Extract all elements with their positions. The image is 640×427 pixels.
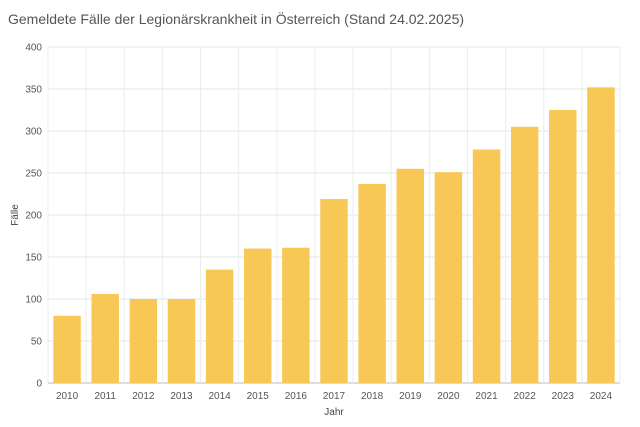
bar-2020 <box>434 172 463 383</box>
x-tick-label: 2012 <box>132 391 155 402</box>
bar-2016 <box>282 247 310 383</box>
x-tick-label: 2015 <box>247 391 270 402</box>
bar-2010 <box>53 315 81 383</box>
y-tick-label: 50 <box>31 337 43 348</box>
x-axis-label: Jahr <box>324 407 344 418</box>
x-tick-label: 2019 <box>399 391 422 402</box>
bar-2012 <box>129 299 158 383</box>
x-tick-label: 2022 <box>514 391 537 402</box>
y-tick-label: 150 <box>25 253 42 264</box>
bar-2017 <box>320 199 348 383</box>
y-tick-label: 0 <box>36 379 42 390</box>
x-tick-label: 2011 <box>94 391 116 402</box>
x-tick-label: 2021 <box>475 391 498 402</box>
y-tick-label: 250 <box>25 169 42 180</box>
bar-2022 <box>510 126 539 384</box>
chart-title: Gemeldete Fälle der Legionärskrankheit i… <box>8 11 465 27</box>
x-tick-label: 2014 <box>208 391 231 402</box>
y-axis-label: Fälle <box>10 204 21 226</box>
x-tick-label: 2024 <box>590 391 613 402</box>
bar-2013 <box>167 299 196 383</box>
x-tick-label: 2020 <box>437 391 460 402</box>
x-tick-label: 2017 <box>323 391 346 402</box>
bar-2011 <box>91 293 119 383</box>
y-axis-ticks: 0 50 100 150 200 250 300 350 400 <box>25 43 42 390</box>
bar-2018 <box>358 183 386 383</box>
y-tick-label: 350 <box>25 85 42 96</box>
x-tick-label: 2023 <box>552 391 575 402</box>
x-tick-label: 2010 <box>56 391 79 402</box>
bar-2024 <box>587 87 615 383</box>
bar-2021 <box>472 149 501 383</box>
x-tick-label: 2018 <box>361 391 384 402</box>
bar-2014 <box>205 269 234 383</box>
y-tick-label: 100 <box>25 295 42 306</box>
bar-2015 <box>244 248 272 383</box>
bars <box>53 87 615 384</box>
x-tick-label: 2016 <box>285 391 308 402</box>
y-tick-label: 400 <box>25 43 42 54</box>
y-tick-label: 300 <box>25 127 42 138</box>
x-axis-ticks: 2010 2011 2012 2013 2014 2015 2016 2017 2018 2019… <box>56 391 613 402</box>
bar-2023 <box>549 110 577 383</box>
bar-2019 <box>396 168 424 383</box>
x-tick-label: 2013 <box>170 391 193 402</box>
y-tick-label: 200 <box>25 211 42 222</box>
